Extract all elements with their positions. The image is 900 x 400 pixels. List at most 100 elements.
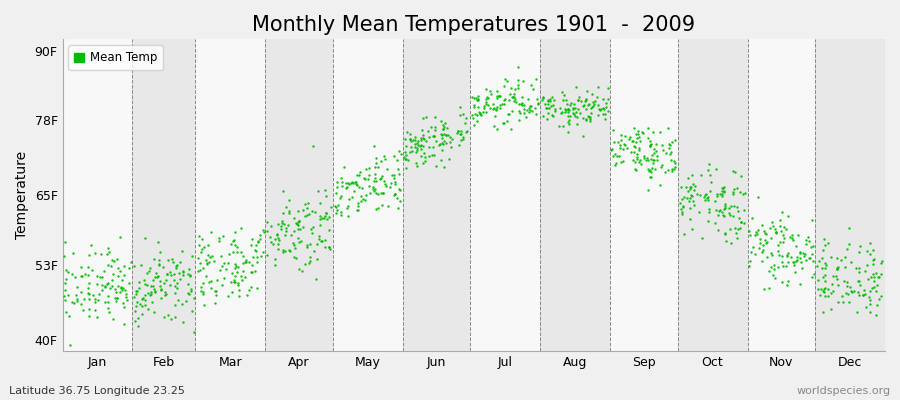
Point [840, 283, 854, 290]
Point [614, 159, 628, 166]
Title: Monthly Mean Temperatures 1901  -  2009: Monthly Mean Temperatures 1901 - 2009 [252, 15, 696, 35]
Point [584, 110, 598, 116]
Point [630, 156, 644, 162]
Point [421, 153, 436, 160]
Point [868, 270, 883, 277]
Point [291, 208, 305, 214]
Point [400, 129, 414, 136]
Point [632, 144, 646, 151]
Point [715, 193, 729, 199]
Point [101, 280, 115, 286]
Point [795, 264, 809, 271]
Point [123, 259, 138, 266]
Point [701, 167, 716, 174]
Point [663, 151, 678, 157]
Point [295, 268, 310, 274]
Point [410, 142, 425, 148]
Point [374, 158, 388, 164]
Point [109, 289, 123, 296]
Point [102, 249, 116, 256]
Point [85, 242, 99, 248]
Point [58, 309, 73, 315]
Point [487, 104, 501, 111]
Point [202, 258, 217, 265]
Point [718, 203, 733, 209]
Point [62, 313, 77, 320]
Point [268, 262, 283, 268]
Point [492, 104, 507, 111]
Point [502, 97, 517, 103]
Point [689, 191, 704, 197]
Point [230, 264, 245, 270]
Point [793, 281, 807, 287]
Point [428, 124, 443, 130]
Point [391, 156, 405, 163]
Point [90, 280, 104, 287]
Point [767, 266, 781, 272]
Point [555, 89, 570, 95]
Point [271, 246, 285, 252]
Point [862, 309, 877, 316]
Point [216, 233, 230, 240]
Point [539, 115, 554, 122]
Point [194, 249, 208, 255]
Point [852, 278, 867, 284]
Point [472, 110, 487, 116]
Point [68, 274, 83, 280]
Point [840, 246, 854, 252]
Point [869, 302, 884, 308]
Point [682, 216, 697, 223]
Point [818, 265, 832, 271]
Point [204, 252, 219, 259]
Point [362, 164, 376, 171]
Point [470, 112, 484, 118]
Point [613, 142, 627, 148]
Point [761, 284, 776, 291]
Point [844, 289, 859, 295]
Point [561, 106, 575, 112]
Point [94, 274, 109, 280]
Point [252, 232, 266, 238]
Point [367, 178, 382, 184]
Point [152, 256, 166, 263]
Point [147, 256, 161, 262]
Point [137, 277, 151, 284]
Point [567, 110, 581, 117]
Point [721, 210, 735, 216]
Point [274, 218, 289, 224]
Point [378, 156, 392, 162]
Point [737, 220, 751, 226]
Point [82, 252, 96, 258]
Point [377, 177, 392, 184]
Point [119, 294, 133, 300]
Point [655, 142, 670, 148]
Point [814, 286, 828, 292]
Point [166, 259, 180, 265]
Point [687, 202, 701, 208]
Point [503, 91, 517, 97]
Point [580, 113, 595, 119]
Point [634, 129, 649, 135]
Point [680, 188, 695, 194]
Point [647, 166, 662, 172]
Point [154, 287, 168, 294]
Point [835, 298, 850, 305]
Point [755, 222, 770, 228]
Point [678, 193, 692, 200]
Point [459, 128, 473, 135]
Point [512, 101, 526, 108]
Point [738, 190, 752, 197]
Point [821, 293, 835, 299]
Point [194, 236, 209, 242]
Point [750, 230, 764, 237]
Point [356, 196, 370, 203]
Point [428, 138, 443, 144]
Point [101, 304, 115, 311]
Point [387, 172, 401, 179]
Point [838, 264, 852, 271]
Point [368, 171, 382, 177]
Point [87, 307, 102, 314]
Point [633, 138, 647, 144]
Point [487, 123, 501, 130]
Point [436, 164, 451, 170]
